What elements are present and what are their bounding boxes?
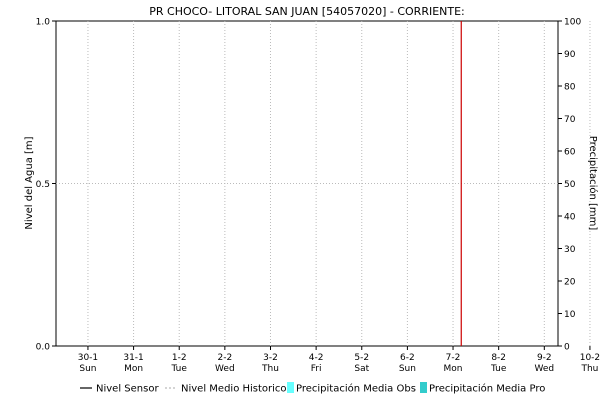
y2-axis-label: Precipitación [mm] <box>587 136 599 231</box>
x-tick-day: Sat <box>354 364 369 374</box>
y2-tick-label: 40 <box>564 213 576 223</box>
y-tick-label: 1.0 <box>36 18 51 28</box>
x-tick-label: 30-1 <box>78 353 98 363</box>
x-tick-day: Sun <box>79 364 96 374</box>
y-tick-label: 0.0 <box>36 343 51 353</box>
y-tick-label: 0.5 <box>36 180 50 190</box>
grid-lines <box>56 21 591 346</box>
legend: Nivel Sensor Nivel Medio Historico Precipi… <box>80 382 545 395</box>
legend-swatch <box>420 382 427 393</box>
y2-tick-label: 60 <box>564 148 576 158</box>
y-axis-label: Nivel del Agua [m] <box>24 136 35 229</box>
x-tick-label: 10-2 <box>580 353 600 363</box>
x-tick-label: 7-2 <box>446 353 461 363</box>
y2-tick-label: 0 <box>564 343 570 353</box>
x-tick-day: Wed <box>534 364 554 374</box>
legend-label: Precipitación Media Obs <box>296 383 416 395</box>
y2-tick-label: 50 <box>564 180 576 190</box>
x-tick-label: 8-2 <box>491 353 506 363</box>
y2-tick-label: 80 <box>564 83 576 93</box>
x-tick-label: 9-2 <box>537 353 552 363</box>
chart-title: PR CHOCO- LITORAL SAN JUAN [54057020] - … <box>149 5 465 18</box>
legend-label: Precipitación Media Pro <box>429 383 545 395</box>
x-tick-day: Thu <box>580 364 598 374</box>
x-tick-day: Tue <box>171 364 188 374</box>
x-tick-label: 2-2 <box>218 353 233 363</box>
x-tick-day: Sun <box>399 364 416 374</box>
legend-label: Nivel Medio Historico <box>181 384 287 395</box>
legend-swatch <box>287 382 294 393</box>
x-tick-day: Tue <box>490 364 507 374</box>
x-tick-day: Thu <box>261 364 279 374</box>
x-tick-day: Mon <box>444 364 463 374</box>
x-tick-label: 6-2 <box>400 353 415 363</box>
x-tick-label: 3-2 <box>263 353 278 363</box>
y2-tick-label: 90 <box>564 50 576 60</box>
x-tick-label: 5-2 <box>354 353 369 363</box>
y2-tick-label: 10 <box>564 310 576 320</box>
y2-tick-label: 70 <box>564 115 576 125</box>
x-tick-label: 31-1 <box>123 353 143 363</box>
x-tick-day: Wed <box>215 364 235 374</box>
axis-ticks: 0.00.51.0010203040506070809010030-1Sun31… <box>36 18 600 375</box>
x-tick-label: 4-2 <box>309 353 324 363</box>
x-tick-label: 1-2 <box>172 353 187 363</box>
y2-tick-label: 30 <box>564 245 576 255</box>
x-tick-day: Mon <box>124 364 143 374</box>
x-tick-day: Fri <box>311 364 322 374</box>
legend-label: Nivel Sensor <box>96 384 159 395</box>
y2-tick-label: 100 <box>564 18 581 28</box>
y2-tick-label: 20 <box>564 278 576 288</box>
